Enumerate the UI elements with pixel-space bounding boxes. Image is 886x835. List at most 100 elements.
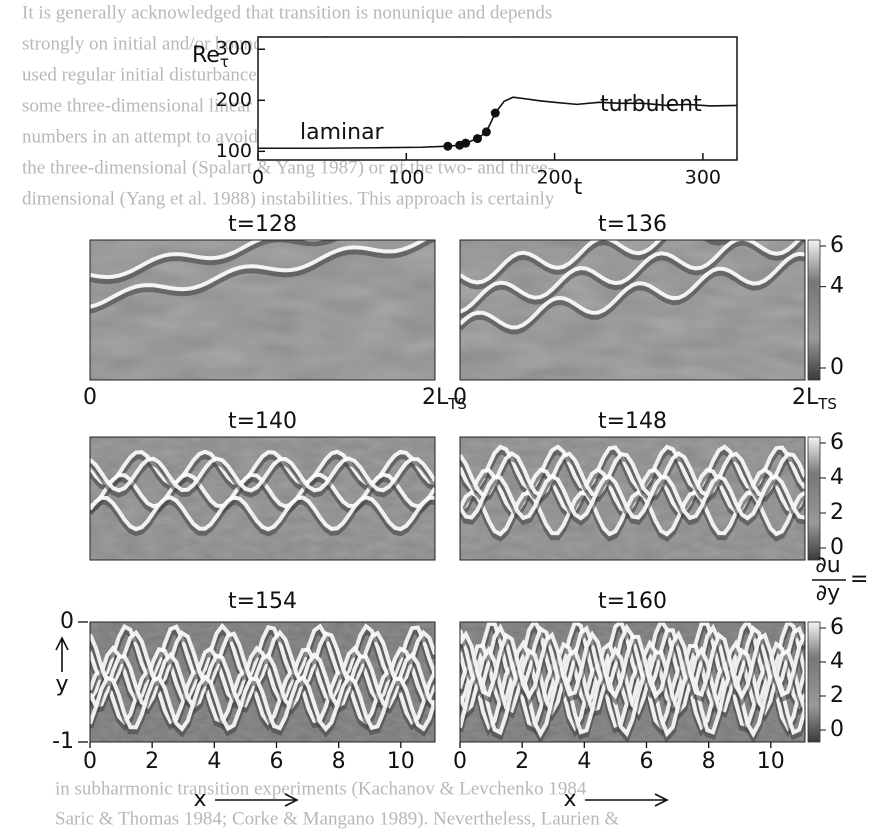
x-tick-label: 0 <box>453 749 467 774</box>
y-label: Reτ <box>192 43 229 71</box>
streak-light <box>90 629 435 688</box>
streaks <box>460 622 805 742</box>
panels: t=128 t=136 t=140 t=148 t=154 t=160 6 4 0 6 4 2 0 6 4 2… <box>52 212 868 812</box>
x-tick-label: 8 <box>332 749 346 774</box>
y-tick-label: 200 <box>216 89 252 111</box>
colorbar-tick-label: 4 <box>830 465 844 490</box>
colorbar-tick-label: 0 <box>830 717 844 742</box>
colorbar <box>807 239 821 381</box>
x-start: 0 <box>83 385 97 410</box>
streaks <box>460 240 805 335</box>
colorbar-tick-label: 6 <box>830 233 844 258</box>
y-label: y <box>55 672 68 697</box>
colorbar-tick-label: 4 <box>830 274 844 299</box>
x-tick-label: 0 <box>83 749 97 774</box>
streak-light <box>90 495 435 532</box>
streak-dark <box>460 254 805 335</box>
x-label: x <box>563 787 576 812</box>
panel-title: t=128 <box>228 212 297 237</box>
x-arrow <box>585 793 669 807</box>
streak-light <box>460 489 805 537</box>
plot-frame <box>257 36 738 161</box>
marker <box>490 108 500 118</box>
streak-dark <box>460 476 805 527</box>
panel-texture <box>460 240 805 380</box>
streak-light <box>460 240 722 285</box>
x-tick-label: 2 <box>145 749 159 774</box>
streak-light <box>460 251 805 330</box>
streak-light <box>90 456 435 493</box>
cbar-eq: = <box>850 567 868 592</box>
streak-dark <box>90 240 340 285</box>
colorbar-tick-label: 0 <box>830 355 844 380</box>
x-tick-label: 6 <box>269 749 283 774</box>
marker <box>481 127 491 137</box>
x-tick-label: 6 <box>639 749 653 774</box>
panel-frame <box>89 239 436 381</box>
colorbar-tick-label: 6 <box>830 430 844 455</box>
marker <box>443 141 453 151</box>
x-arrow <box>215 793 299 807</box>
bg-line: in subharmonic transition experiments (K… <box>55 778 587 799</box>
panel-title: t=148 <box>598 409 667 434</box>
colorbar <box>807 436 821 561</box>
panel-title: t=160 <box>598 589 667 614</box>
bg-line: the three-dimensional (Spalart & Yang 19… <box>22 157 554 178</box>
x-tick-label: 4 <box>577 749 591 774</box>
streak-light <box>460 645 805 716</box>
bg-line: It is generally acknowledged that transi… <box>22 2 552 23</box>
cbar-num: ∂u <box>815 553 840 578</box>
streak-light <box>460 240 802 314</box>
y-label-main: Re <box>192 43 220 68</box>
panel-title: t=136 <box>598 212 667 237</box>
streaks <box>90 449 435 537</box>
streak-light <box>460 473 805 521</box>
panel-texture <box>90 240 435 380</box>
x-tick-label: 0 <box>252 167 264 189</box>
streak-light <box>90 673 435 733</box>
streak-dark <box>90 498 435 537</box>
x-end-sub: TS <box>817 395 837 413</box>
colorbar-tick-label: 6 <box>830 615 844 640</box>
x-tick-label: 100 <box>388 167 424 189</box>
x-tick-label: 2 <box>515 749 529 774</box>
streak-light <box>460 444 805 492</box>
x-tick-label: 10 <box>757 749 785 774</box>
cbar-den: ∂y <box>816 581 840 606</box>
panel-frame <box>89 436 436 561</box>
panel-frame <box>89 621 436 743</box>
colorbar-tick-label: 2 <box>830 683 844 708</box>
marker <box>472 134 482 144</box>
bg-line: Saric & Thomas 1984; Corke & Mangano 198… <box>55 808 619 829</box>
x-end-sub: TS <box>447 395 467 413</box>
annotation: laminar <box>300 120 385 145</box>
streaks <box>90 622 435 738</box>
x-end: 2LTS <box>792 385 837 413</box>
colorbar-tick-label: 0 <box>830 535 844 560</box>
x-tick-label: 200 <box>536 167 572 189</box>
streak-dark <box>90 459 435 498</box>
y-label-sub: τ <box>220 53 229 71</box>
x-label: t <box>574 175 583 200</box>
x-end-main: 2L <box>792 385 819 410</box>
x-end: 2LTS <box>422 385 467 413</box>
streak-light <box>460 451 805 498</box>
panel-frame <box>459 621 806 743</box>
streaks <box>90 240 435 314</box>
x-tick-label: 300 <box>685 167 721 189</box>
y-tick-label: 100 <box>216 140 252 162</box>
x-label: x <box>193 787 206 812</box>
x-tick-label: 10 <box>387 749 415 774</box>
panel-title: t=154 <box>228 589 297 614</box>
streak-light <box>460 630 805 701</box>
streak-dark <box>90 240 435 314</box>
series-line <box>258 96 738 150</box>
streak-light <box>90 240 428 309</box>
streaks <box>460 444 805 542</box>
panel-title: t=140 <box>228 409 297 434</box>
x-tick-label: 8 <box>702 749 716 774</box>
colorbar <box>807 621 821 743</box>
y-tick-label: 0 <box>60 609 74 634</box>
